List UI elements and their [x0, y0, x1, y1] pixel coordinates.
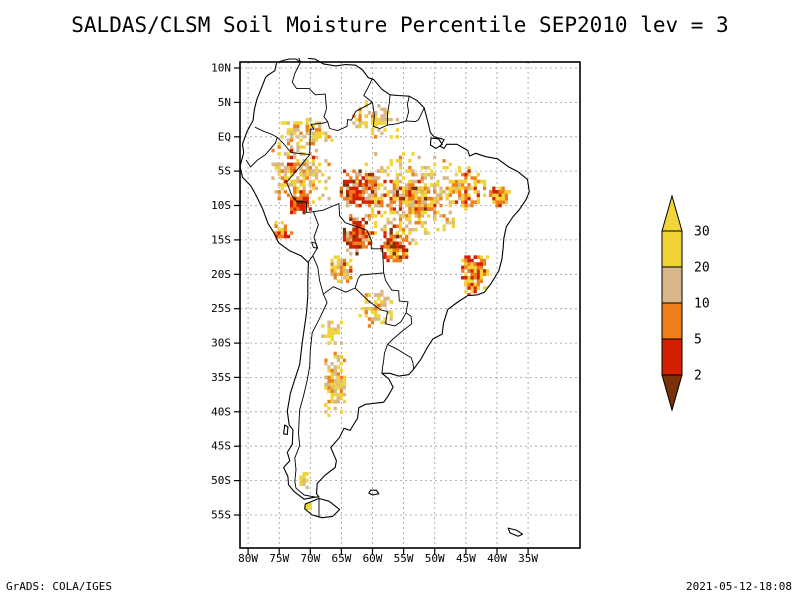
- lat-tick-label: 5S: [218, 165, 231, 178]
- plot-frame: [239, 61, 581, 549]
- lat-tick-label: 50S: [211, 474, 231, 487]
- lat-tick-label: EQ: [218, 130, 231, 143]
- colorbar-arrow-top: [661, 194, 683, 232]
- lon-tick-label: 80W: [238, 552, 258, 565]
- lon-tick-label: 55W: [394, 552, 414, 565]
- colorbar-label: 20: [694, 261, 710, 276]
- colorbar-label: 30: [694, 225, 710, 240]
- colorbar: 30 20 10 5 2: [661, 194, 710, 412]
- lon-tick-label: 45W: [456, 552, 476, 565]
- lat-tick-label: 40S: [211, 405, 231, 418]
- colorbar-arrow-bottom: [661, 374, 683, 412]
- lon-tick-label: 40W: [487, 552, 507, 565]
- lat-tick-label: 55S: [211, 509, 231, 522]
- grads-credit: GrADS: COLA/IGES: [6, 580, 112, 593]
- colorbar-label: 5: [694, 333, 702, 348]
- lon-tick-label: 50W: [425, 552, 445, 565]
- chart-title: SALDAS/CLSM Soil Moisture Percentile SEP…: [71, 13, 729, 37]
- colorbar-segment: [661, 302, 683, 340]
- colorbar-label: 10: [694, 297, 710, 312]
- lat-tick-label: 10S: [211, 199, 231, 212]
- lon-tick-label: 35W: [518, 552, 538, 565]
- lat-tick-label: 15S: [211, 233, 231, 246]
- lat-tick-label: 20S: [211, 268, 231, 281]
- timestamp: 2021-05-12-18:08: [686, 580, 792, 593]
- lon-tick-label: 70W: [300, 552, 320, 565]
- lat-tick-label: 35S: [211, 371, 231, 384]
- data-cells: [271, 100, 511, 510]
- axis-ticks: [234, 67, 529, 554]
- colorbar-segment: [661, 230, 683, 268]
- lat-tick-label: 5N: [218, 96, 231, 109]
- grid-lines: [240, 62, 580, 548]
- lon-tick-label: 60W: [363, 552, 383, 565]
- lat-tick-label: 25S: [211, 302, 231, 315]
- map-plot: 10N 5N EQ 5S 10S 15S 20S 25S 30S 35S 40S 45S 50S 55S 8…: [211, 58, 581, 565]
- lon-tick-label: 75W: [269, 552, 289, 565]
- colorbar-segment: [661, 266, 683, 304]
- country-borders: [245, 62, 425, 518]
- colorbar-segment: [661, 338, 683, 376]
- lon-tick-label: 65W: [331, 552, 351, 565]
- coastline-outlines: [239, 58, 530, 537]
- lat-tick-label: 10N: [211, 62, 231, 75]
- lat-tick-label: 45S: [211, 440, 231, 453]
- colorbar-label: 2: [694, 369, 702, 384]
- lat-tick-label: 30S: [211, 337, 231, 350]
